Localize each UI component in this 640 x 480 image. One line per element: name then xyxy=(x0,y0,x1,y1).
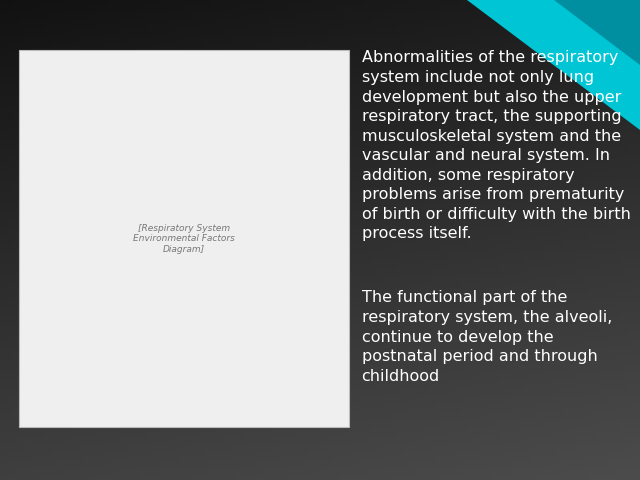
Text: [Respiratory System
Environmental Factors
Diagram]: [Respiratory System Environmental Factor… xyxy=(133,224,235,254)
Text: Abnormalities of the respiratory
system include not only lung
development but al: Abnormalities of the respiratory system … xyxy=(362,50,630,241)
Polygon shape xyxy=(467,0,640,130)
FancyBboxPatch shape xyxy=(19,50,349,427)
Polygon shape xyxy=(554,0,640,65)
Text: The functional part of the
respiratory system, the alveoli,
continue to develop : The functional part of the respiratory s… xyxy=(362,290,612,384)
